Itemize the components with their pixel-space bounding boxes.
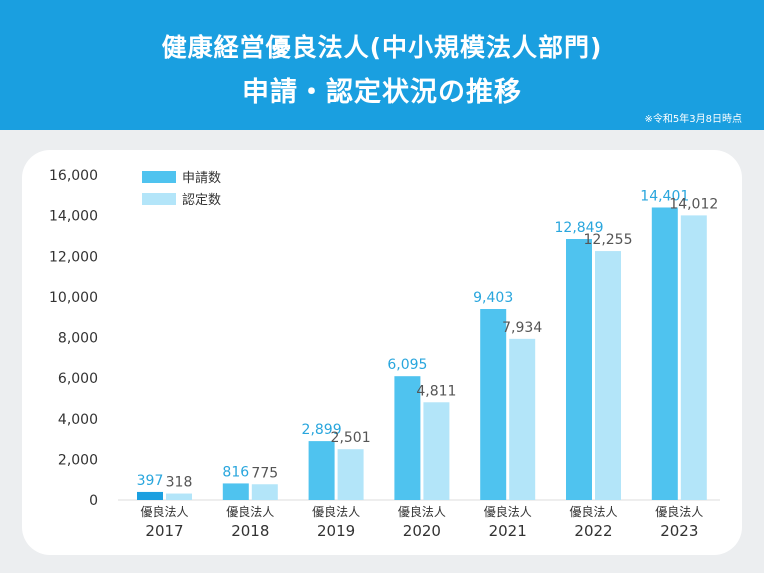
- data-label-applications: 397: [137, 473, 164, 489]
- page-subtitle: 申請・認定状況の推移: [242, 77, 522, 108]
- legend-label-applications: 申請数: [182, 171, 221, 186]
- y-axis: 0 2,000 4,000 6,000 8,000 10,000 12,000 14,000 1…: [49, 168, 720, 509]
- bar-certifications: [337, 449, 364, 500]
- page-title: 健康経営優良法人(中小規模法人部門): [161, 33, 603, 62]
- y-tick-label: 2,000: [58, 452, 98, 468]
- bar-applications: [394, 376, 421, 500]
- y-tick-label: 6,000: [58, 371, 98, 387]
- data-label-certifications: 14,012: [669, 196, 718, 212]
- x-category-label: 優良法人: [655, 504, 703, 519]
- y-tick-label: 14,000: [49, 209, 98, 225]
- bar-applications: [137, 491, 163, 500]
- data-label-certifications: 7,934: [502, 320, 542, 336]
- y-tick-label: 10,000: [49, 290, 98, 306]
- x-year-label: 2017: [145, 522, 183, 540]
- legend-swatch-certifications: [142, 193, 176, 205]
- y-tick-label: 12,000: [49, 249, 98, 265]
- bar-certifications: [166, 493, 192, 500]
- data-label-applications: 9,403: [473, 290, 513, 306]
- data-label-certifications: 2,501: [331, 430, 371, 446]
- bar-certifications: [509, 338, 536, 500]
- y-tick-label: 16,000: [49, 168, 98, 184]
- x-year-label: 2018: [231, 522, 269, 540]
- bar-certifications: [423, 402, 450, 500]
- chart-panel: [22, 150, 742, 555]
- data-label-applications: 2,899: [302, 422, 342, 438]
- x-category-label: 優良法人: [312, 504, 360, 519]
- date-note: ※令和5年3月8日時点: [644, 114, 742, 125]
- data-label-applications: 6,095: [387, 357, 427, 373]
- header-banner: 健康経営優良法人(中小規模法人部門) 申請・認定状況の推移 ※令和5年3月8日時…: [0, 0, 764, 130]
- y-tick-label: 8,000: [58, 331, 98, 347]
- bar-applications: [480, 309, 507, 500]
- data-label-applications: 12,849: [555, 220, 604, 236]
- bar-applications: [651, 207, 678, 501]
- x-category-label: 優良法人: [398, 504, 446, 519]
- x-year-label: 2021: [489, 522, 527, 540]
- data-label-certifications: 775: [251, 465, 278, 481]
- data-label-certifications: 4,811: [416, 383, 456, 399]
- x-year-label: 2022: [574, 522, 612, 540]
- bar-certifications: [595, 251, 621, 500]
- data-label-applications: 816: [222, 464, 249, 480]
- x-year-label: 2020: [403, 522, 441, 540]
- x-axis: 優良法人 2017 優良法人 2018 優良法人 2019 優良法人 2020 優良法人 2021…: [140, 504, 703, 540]
- data-label-applications: 14,401: [640, 188, 689, 204]
- y-tick-label: 4,000: [58, 412, 98, 428]
- bar-applications: [222, 483, 249, 500]
- x-category-label: 優良法人: [484, 504, 532, 519]
- x-year-label: 2019: [317, 522, 355, 540]
- x-year-label: 2023: [660, 522, 698, 540]
- bar-applications: [566, 239, 592, 500]
- x-category-label: 優良法人: [226, 504, 274, 519]
- data-label-certifications: 318: [166, 475, 193, 491]
- x-category-label: 優良法人: [569, 504, 617, 519]
- legend-swatch-applications: [142, 171, 176, 183]
- x-category-label: 優良法人: [140, 504, 188, 519]
- y-tick-label: 0: [89, 493, 98, 509]
- data-label-certifications: 12,255: [584, 232, 633, 248]
- bar-certifications: [251, 484, 278, 500]
- legend-label-certifications: 認定数: [182, 192, 221, 208]
- bar-applications: [308, 441, 335, 500]
- bar-certifications: [680, 215, 707, 500]
